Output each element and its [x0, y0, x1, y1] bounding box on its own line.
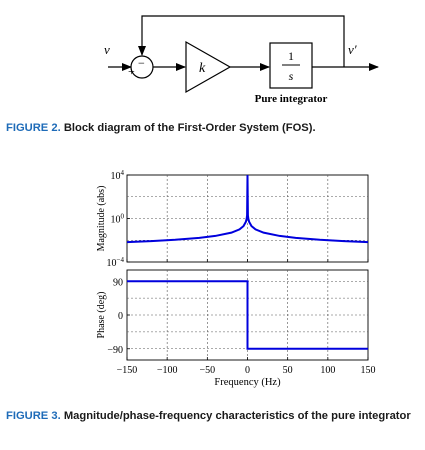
figure2-caption: FIGURE 2. Block diagram of the First-Ord… [6, 122, 416, 135]
integrator-block [269, 42, 313, 89]
block-diagram: v − + k 1 s Pure integrator v′ [104, 15, 379, 105]
figure3-caption-label: FIGURE 3. [6, 410, 61, 422]
frequency-axis-label: Frequency (Hz) [214, 377, 281, 388]
magnitude-curve-negative [126, 174, 249, 244]
magnitude-ylabel: Magnitude (abs) [96, 186, 107, 252]
integrator-denominator: s [289, 69, 294, 83]
frequency-tick-label: −150 [117, 365, 138, 376]
frequency-tick-label: 100 [320, 365, 335, 376]
frequency-tick-label: −50 [200, 365, 216, 376]
figure3-caption-text: Magnitude/phase-frequency characteristic… [63, 410, 411, 422]
integrator-numerator: 1 [288, 49, 294, 63]
phase-ytick-label: −90 [107, 345, 123, 356]
frequency-tick-label: 150 [361, 365, 376, 376]
integrator-caption: Pure integrator [255, 93, 328, 105]
gain-label: k [199, 61, 206, 76]
magnitude-ytick-label: 104 [111, 169, 125, 182]
phase-ytick-label: 0 [118, 311, 123, 322]
figure2-caption-label: FIGURE 2. [6, 122, 61, 134]
feedback-path [138, 15, 345, 67]
figure2-caption-text: Block diagram of the First-Order System … [63, 122, 316, 134]
frequency-axis: −150 −100 −50 0 50 100 150 Frequency (Hz) [117, 365, 376, 388]
sum-sign-minus: − [138, 56, 145, 70]
figure3-caption: FIGURE 3. Magnitude/phase-frequency char… [6, 410, 416, 423]
gain-block [185, 40, 232, 94]
magnitude-curve-positive [246, 174, 369, 244]
magnitude-ytick-label: 100 [111, 213, 125, 226]
frequency-tick-label: −100 [157, 365, 178, 376]
phase-curve [127, 280, 368, 350]
magnitude-ytick-label: 10−4 [107, 256, 125, 269]
sum-sign-plus: + [128, 64, 135, 78]
phase-ylabel: Phase (deg) [96, 292, 107, 339]
input-signal-label: v [104, 42, 110, 57]
output-signal-label: v′ [348, 42, 357, 57]
phase-ytick-label: 90 [113, 277, 123, 288]
frequency-tick-label: 0 [245, 365, 250, 376]
frequency-tick-label: 50 [283, 365, 293, 376]
